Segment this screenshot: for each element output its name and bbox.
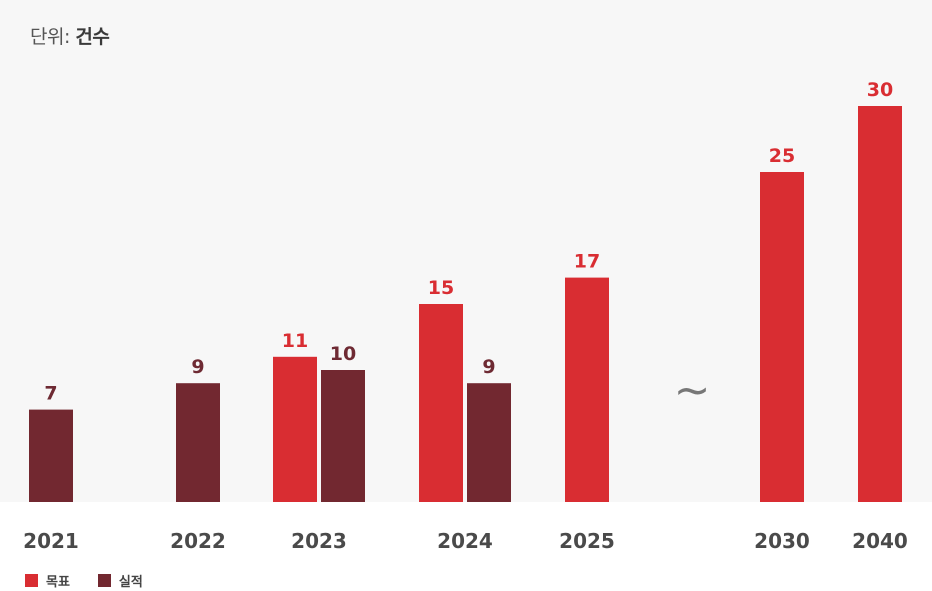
x-tick-label-2024: 2024 — [437, 529, 493, 553]
bar-actual-2024 — [467, 383, 511, 502]
data-label-target-2030: 25 — [769, 145, 795, 167]
bar-actual-2023 — [321, 370, 365, 502]
legend-swatch-target — [25, 574, 38, 587]
legend-label-actual: 실적 — [118, 575, 143, 590]
data-label-target-2040: 30 — [867, 79, 893, 101]
unit-value: 건수 — [75, 26, 110, 48]
bar-target-2023 — [273, 356, 317, 502]
data-label-target-2024: 15 — [428, 277, 454, 299]
x-tick-label-2025: 2025 — [559, 529, 615, 553]
bar-target-2030 — [760, 172, 804, 502]
legend-item-target: 목표 — [25, 571, 70, 590]
x-tick-label-2023: 2023 — [291, 529, 347, 553]
x-tick-label-2040: 2040 — [852, 529, 908, 553]
data-label-actual-2022: 9 — [191, 356, 204, 378]
x-tick-label-2021: 2021 — [23, 529, 79, 553]
data-label-target-2023: 11 — [282, 330, 308, 352]
bar-chart: 7 2021 9 2022 11 10 2023 15 9 2024 17 2025 25 2030 30 2… — [23, 79, 908, 553]
bar-actual-2022 — [176, 383, 220, 502]
unit-label: 단위: 건수 — [30, 22, 110, 49]
x-tick-label-2030: 2030 — [754, 529, 810, 553]
bar-target-2025 — [565, 277, 609, 502]
axis-break-mark: ~ — [674, 365, 711, 416]
data-label-actual-2024: 9 — [482, 356, 495, 378]
data-label-actual-2023: 10 — [330, 343, 356, 365]
x-tick-label-2022: 2022 — [170, 529, 226, 553]
bar-target-2024 — [419, 304, 463, 502]
legend: 목표 실적 — [25, 571, 171, 590]
legend-label-target: 목표 — [46, 575, 70, 590]
bar-actual-2021 — [29, 409, 73, 502]
unit-prefix: 단위: — [30, 26, 70, 48]
legend-item-actual: 실적 — [97, 571, 143, 590]
data-label-target-2025: 17 — [574, 251, 600, 273]
legend-swatch-actual — [97, 574, 111, 587]
bar-target-2040 — [858, 106, 902, 502]
data-label-actual-2021: 7 — [44, 383, 57, 405]
